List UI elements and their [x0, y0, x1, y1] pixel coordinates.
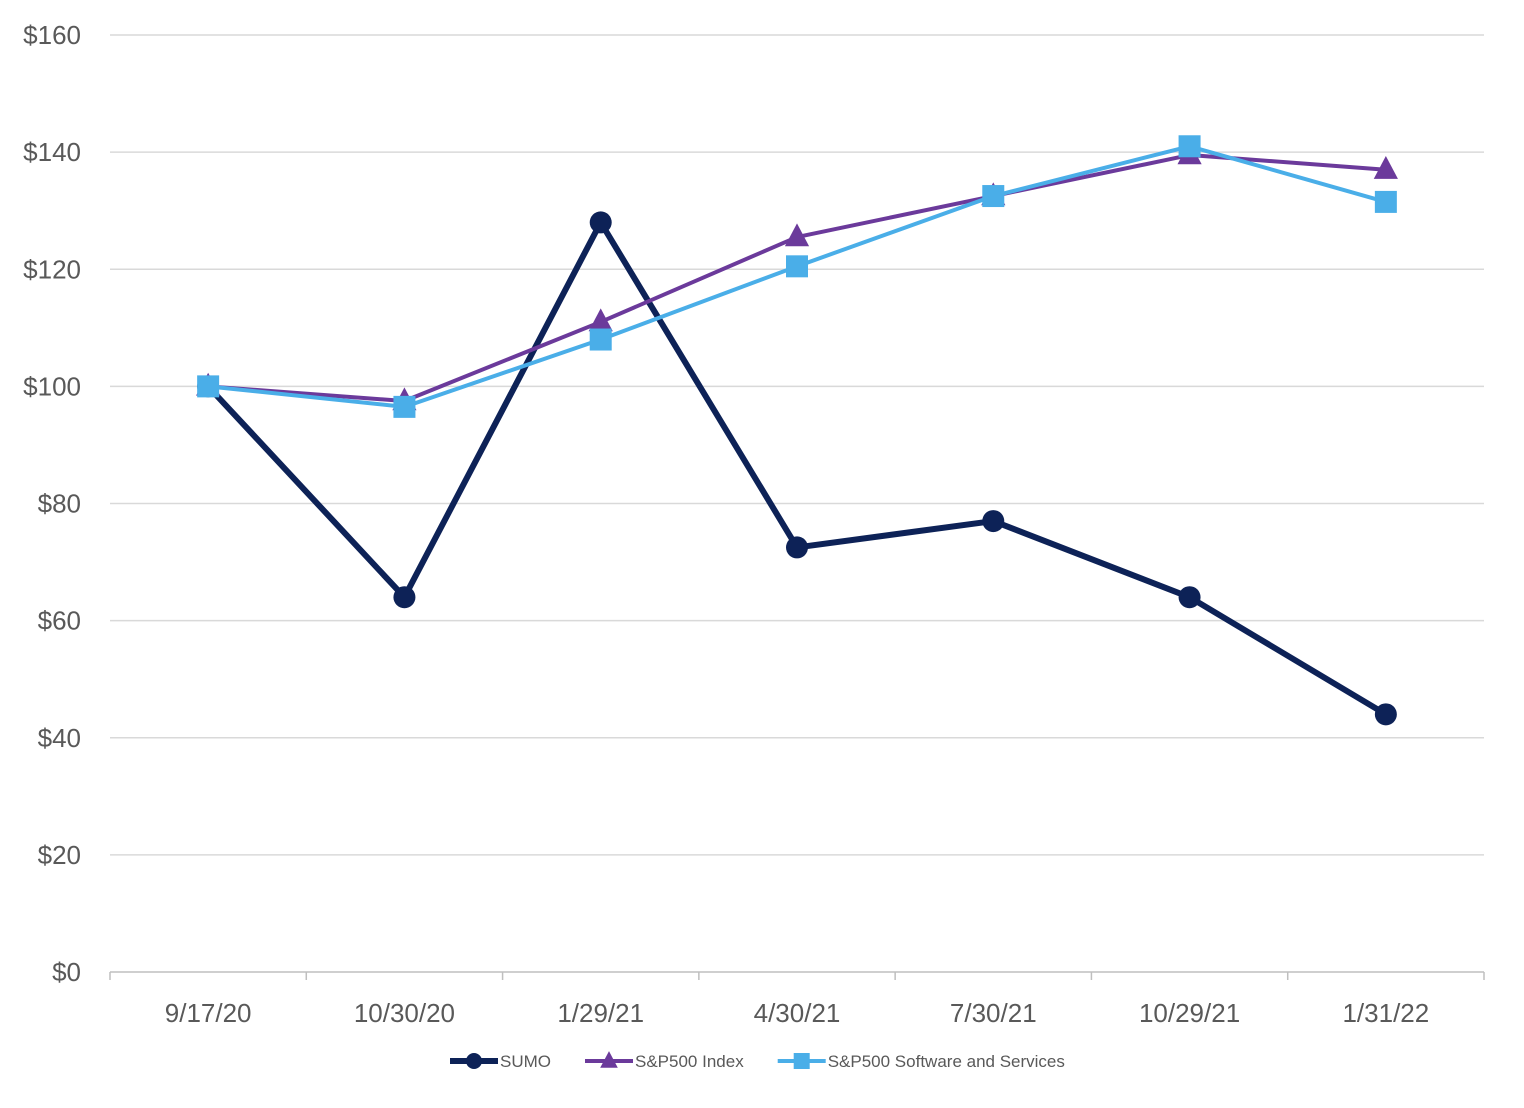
data-point: [589, 328, 612, 351]
data-point: [1374, 190, 1397, 213]
y-tick-label: $20: [38, 840, 81, 870]
gridlines: [110, 34, 1484, 856]
legend-label: S&P500 Software and Services: [828, 1052, 1065, 1071]
y-tick-label: $80: [38, 489, 81, 519]
x-tick-label: 7/30/21: [950, 998, 1037, 1028]
series-line: [205, 219, 1388, 717]
legend-swatch-marker: [600, 1051, 618, 1068]
legend-item: S&P500 Software and Services: [777, 1052, 1065, 1071]
legend: SUMO S&P500 Index S&P500 Software and Serv…: [450, 1051, 1065, 1071]
y-axis-tick-labels: $0 $20 $40 $60 $80 $100 $120 $140 $160: [23, 20, 81, 987]
data-point: [1178, 586, 1201, 609]
y-tick-label: $160: [23, 20, 81, 50]
data-point: [1178, 135, 1201, 158]
legend-label: S&P500 Index: [635, 1052, 744, 1071]
data-point: [393, 395, 416, 418]
data-point: [1373, 156, 1398, 179]
y-tick-label: $0: [52, 957, 81, 987]
x-tick-label: 9/17/20: [165, 998, 252, 1028]
series-s-p500-software-and-services: [197, 135, 1397, 418]
data-point: [588, 308, 613, 332]
legend-swatch-marker: [793, 1053, 810, 1069]
legend-item: SUMO: [450, 1052, 551, 1071]
series-sumo: [197, 211, 1397, 726]
data-point: [393, 586, 416, 609]
series-line: [207, 153, 1387, 404]
data-point: [786, 536, 808, 559]
series-lines: [196, 135, 1398, 726]
x-tick-label: 10/29/21: [1139, 998, 1240, 1028]
legend-swatch-marker: [466, 1053, 482, 1069]
data-point: [982, 185, 1005, 208]
x-tick-label: 4/30/21: [754, 998, 841, 1028]
data-point: [589, 211, 612, 234]
x-axis: 9/17/20 10/30/20 1/29/21 4/30/21 7/30/21 10/2…: [109, 971, 1485, 1028]
data-point: [982, 510, 1005, 533]
data-point: [1374, 703, 1397, 726]
x-tick-label: 1/29/21: [557, 998, 644, 1028]
data-point: [784, 223, 810, 247]
y-tick-label: $60: [38, 606, 81, 636]
x-tick-label: 1/31/22: [1342, 998, 1429, 1028]
data-point: [197, 375, 220, 398]
data-point: [786, 255, 808, 278]
y-tick-label: $100: [23, 371, 81, 401]
y-tick-label: $120: [23, 254, 81, 284]
y-tick-label: $140: [23, 137, 81, 167]
legend-item: S&P500 Index: [585, 1051, 744, 1071]
legend-label: SUMO: [500, 1052, 551, 1071]
y-tick-label: $40: [38, 723, 81, 753]
x-tick-label: 10/30/20: [354, 998, 455, 1028]
